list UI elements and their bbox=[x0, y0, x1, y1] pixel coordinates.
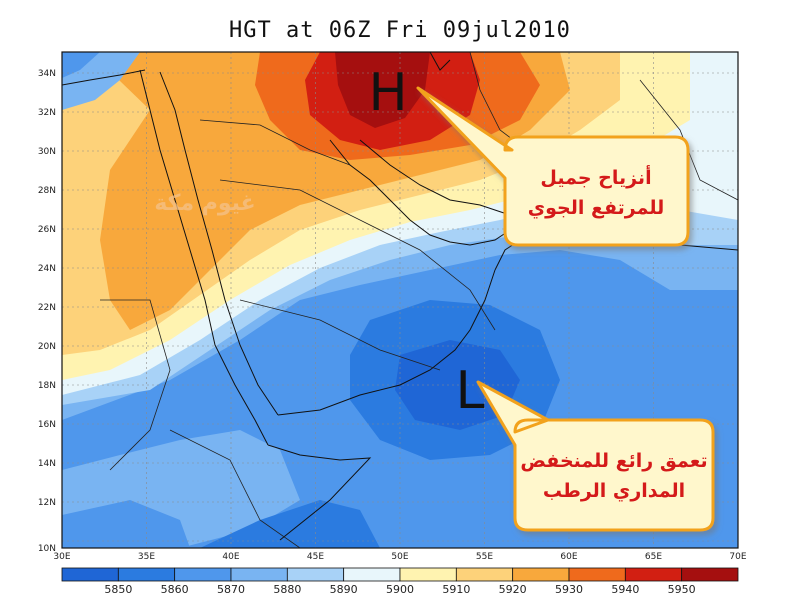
colorbar-label: 5950 bbox=[667, 583, 696, 596]
colorbar-swatch bbox=[681, 567, 739, 582]
low-pressure-label: L bbox=[456, 361, 485, 421]
colorbar bbox=[61, 567, 739, 582]
lat-tick-12n: 12N bbox=[38, 498, 56, 508]
colorbar-swatch bbox=[455, 567, 514, 582]
colorbar-label: 5940 bbox=[611, 583, 640, 596]
lat-tick-28n: 28N bbox=[38, 186, 56, 196]
lon-tick-65e: 65E bbox=[645, 552, 662, 562]
lat-tick-18n: 18N bbox=[38, 381, 56, 391]
colorbar-swatch bbox=[512, 567, 570, 582]
lat-tick-32n: 32N bbox=[38, 108, 56, 118]
colorbar-label: 5860 bbox=[160, 583, 189, 596]
colorbar-swatch bbox=[399, 567, 457, 582]
colorbar-label: 5910 bbox=[442, 583, 471, 596]
lat-axis: 34N 32N 30N 28N 26N 24N 22N 20N 18N 16N … bbox=[38, 69, 56, 554]
lat-tick-30n: 30N bbox=[38, 147, 56, 157]
lon-tick-60e: 60E bbox=[560, 552, 577, 562]
lat-tick-22n: 22N bbox=[38, 303, 56, 313]
colorbar-swatch bbox=[174, 567, 232, 582]
colorbar-swatch bbox=[568, 567, 626, 582]
colorbar-swatch bbox=[61, 567, 119, 582]
lon-axis: 30E 35E 40E 45E 50E 55E 60E 65E 70E bbox=[53, 552, 746, 562]
colorbar-label: 5930 bbox=[555, 583, 583, 596]
lon-tick-45e: 45E bbox=[307, 552, 324, 562]
lon-tick-70e: 70E bbox=[729, 552, 746, 562]
lat-tick-34n: 34N bbox=[38, 69, 56, 79]
lat-tick-20n: 20N bbox=[38, 342, 56, 352]
colorbar-label: 5870 bbox=[217, 583, 245, 596]
lat-tick-26n: 26N bbox=[38, 225, 56, 235]
chart-title: HGT at 06Z Fri 09jul2010 bbox=[229, 18, 571, 43]
lon-tick-55e: 55E bbox=[476, 552, 493, 562]
high-callout-line2: للمرتفع الجوي bbox=[528, 197, 665, 220]
lon-tick-40e: 40E bbox=[222, 552, 239, 562]
lat-tick-10n: 10N bbox=[38, 544, 56, 554]
low-callout-line2: المداري الرطب bbox=[543, 480, 685, 503]
colorbar-label: 5900 bbox=[386, 583, 414, 596]
lat-tick-14n: 14N bbox=[38, 459, 56, 469]
colorbar-swatch bbox=[117, 567, 176, 582]
colorbar-label: 5890 bbox=[329, 583, 358, 596]
watermark-text: غيوم مكة bbox=[154, 191, 255, 216]
colorbar-swatch bbox=[343, 567, 401, 582]
high-callout-line1: أنزياح جميل bbox=[540, 165, 651, 189]
high-callout bbox=[416, 86, 690, 247]
low-callout bbox=[476, 380, 715, 532]
colorbar-label: 5850 bbox=[104, 583, 133, 596]
colorbar-label: 5920 bbox=[498, 583, 527, 596]
lon-tick-30e: 30E bbox=[53, 552, 70, 562]
lat-tick-24n: 24N bbox=[38, 264, 56, 274]
colorbar-swatch bbox=[624, 567, 683, 582]
map-frame bbox=[61, 51, 739, 549]
lon-tick-35e: 35E bbox=[138, 552, 155, 562]
lon-tick-50e: 50E bbox=[391, 552, 408, 562]
lat-tick-16n: 16N bbox=[38, 420, 56, 430]
high-pressure-label: H bbox=[368, 63, 407, 123]
colorbar-swatch bbox=[286, 567, 345, 582]
colorbar-label: 5880 bbox=[273, 583, 302, 596]
low-callout-line1: تعمق رائع للمنخفض bbox=[520, 450, 707, 472]
colorbar-swatch bbox=[230, 567, 288, 582]
borders bbox=[100, 52, 738, 548]
